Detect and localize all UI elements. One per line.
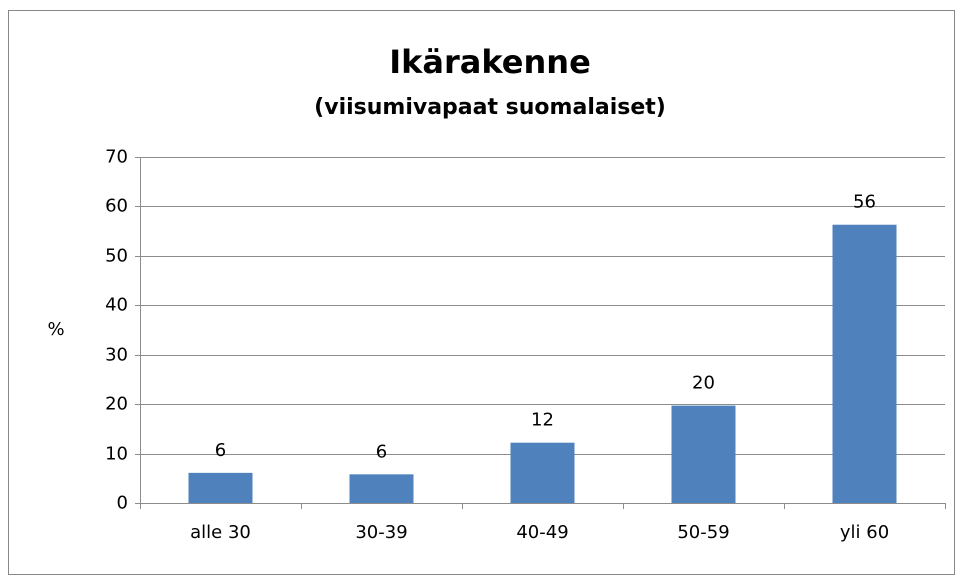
x-tick-label: 50-59 [677, 522, 729, 543]
data-label: 56 [853, 192, 876, 213]
y-tick-label: 40 [105, 295, 128, 316]
bar [671, 405, 736, 503]
chart-border [8, 10, 955, 575]
data-label: 6 [215, 440, 226, 461]
x-tick-label: 40-49 [516, 522, 568, 543]
x-tick-label: alle 30 [190, 522, 251, 543]
y-tick-label: 10 [105, 444, 128, 465]
chart-title: Ikärakenne [389, 43, 591, 81]
data-label: 12 [531, 410, 554, 431]
bar [832, 224, 897, 503]
y-tick-label: 0 [117, 493, 128, 514]
y-tick-label: 70 [105, 147, 128, 168]
bar [510, 442, 575, 503]
y-tick-label: 20 [105, 394, 128, 415]
data-label: 20 [692, 373, 715, 394]
y-tick-label: 60 [105, 196, 128, 217]
x-tick-label: 30-39 [355, 522, 407, 543]
x-tick-label: yli 60 [840, 522, 889, 543]
data-label: 6 [376, 441, 387, 462]
y-tick-label: 30 [105, 345, 128, 366]
bar [188, 472, 253, 503]
chart-subtitle: (viisumivapaat suomalaiset) [314, 95, 666, 120]
y-axis-label: % [47, 319, 64, 340]
y-tick-label: 50 [105, 246, 128, 267]
bar [349, 474, 414, 503]
